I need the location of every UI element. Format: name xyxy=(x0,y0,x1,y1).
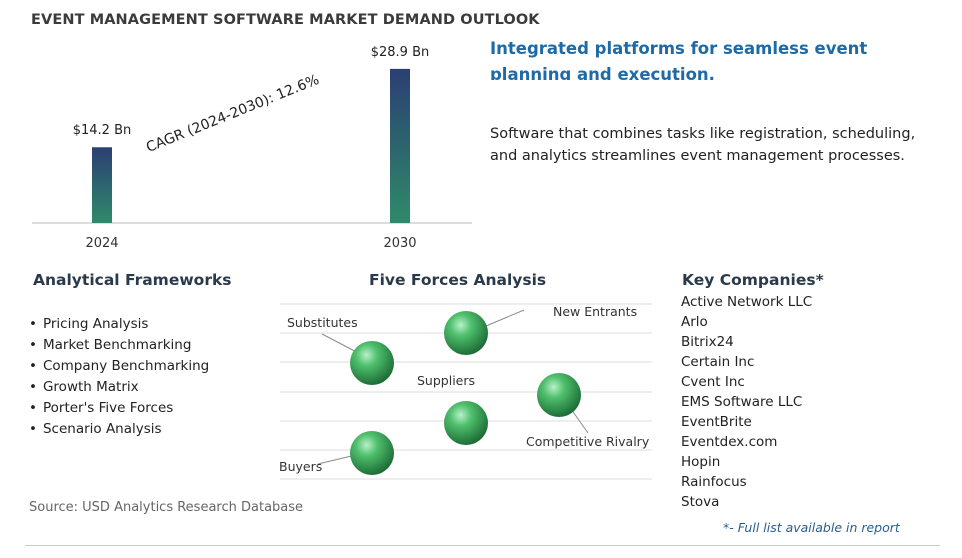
framework-item: Growth Matrix xyxy=(29,377,209,398)
five-forces-diagram xyxy=(280,303,652,480)
new-entrants-label: New Entrants xyxy=(553,304,638,319)
substitutes-label: Substitutes xyxy=(287,315,358,330)
new-entrants-sphere xyxy=(444,311,488,355)
x-tick-label: 2030 xyxy=(383,236,417,251)
substitutes-sphere xyxy=(350,341,394,385)
company-item: Stova xyxy=(681,494,720,510)
companies-heading: Key Companies* xyxy=(682,271,824,289)
full-list-note: *- Full list available in report xyxy=(723,520,900,535)
frameworks-heading: Analytical Frameworks xyxy=(33,271,232,289)
company-item: Bitrix24 xyxy=(681,334,734,350)
company-item: Hopin xyxy=(681,454,721,470)
competitive-rivalry-label: Competitive Rivalry xyxy=(526,434,650,449)
page-title: EVENT MANAGEMENT SOFTWARE MARKET DEMAND … xyxy=(31,12,540,28)
competitive-rivalry-sphere xyxy=(537,373,581,417)
framework-item: Porter's Five Forces xyxy=(29,398,209,419)
company-item: Certain Inc xyxy=(681,354,755,370)
x-tick-label: 2024 xyxy=(85,236,119,251)
company-item: Rainfocus xyxy=(681,474,747,490)
company-item: Eventdex.com xyxy=(681,434,778,450)
bar-value-label: $14.2 Bn xyxy=(72,123,132,139)
buyers-sphere xyxy=(350,431,394,475)
headline: Integrated platforms for seamless event … xyxy=(490,39,868,80)
companies-list: Active Network LLC Arlo Bitrix24 Certain In… xyxy=(681,292,812,512)
company-item: Arlo xyxy=(681,314,708,330)
framework-item: Pricing Analysis xyxy=(29,314,209,335)
framework-item: Company Benchmarking xyxy=(29,356,209,377)
company-item: EMS Software LLC xyxy=(681,394,803,410)
company-item: Active Network LLC xyxy=(681,294,813,310)
bar-2024 xyxy=(92,147,112,223)
framework-item: Scenario Analysis xyxy=(29,419,209,440)
market-bar-chart xyxy=(32,68,472,224)
company-item: Cvent Inc xyxy=(681,374,745,390)
suppliers-label: Suppliers xyxy=(417,373,476,388)
frameworks-list: Pricing AnalysisMarket BenchmarkingCompa… xyxy=(29,314,209,440)
buyers-label: Buyers xyxy=(279,459,323,474)
five-forces-heading: Five Forces Analysis xyxy=(369,271,547,289)
bar-value-label: $28.9 Bn xyxy=(370,44,430,60)
bar-2030 xyxy=(390,68,410,223)
source-note: Source: USD Analytics Research Database xyxy=(29,500,304,515)
description: Software that combines tasks like regist… xyxy=(490,126,916,164)
suppliers-sphere xyxy=(444,401,488,445)
company-item: EventBrite xyxy=(681,414,752,430)
footer-divider xyxy=(25,545,940,546)
framework-item: Market Benchmarking xyxy=(29,335,209,356)
